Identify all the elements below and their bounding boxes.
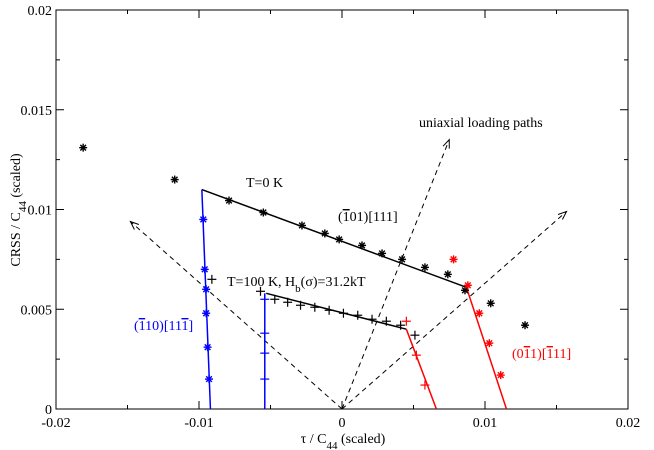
annotation-101-111: (101)[111] xyxy=(338,210,398,225)
plus-marker xyxy=(367,314,377,324)
plus-marker xyxy=(420,380,430,390)
star-marker xyxy=(199,215,208,224)
star-marker xyxy=(335,235,344,244)
star-marker xyxy=(443,270,452,279)
fit-line xyxy=(405,328,438,410)
fit-line xyxy=(266,292,407,330)
annotation-uniaxial-loading-paths: uniaxial loading paths xyxy=(419,116,543,131)
y-tick-label: 0.02 xyxy=(28,4,53,19)
plus-marker xyxy=(260,348,270,358)
x-tick-label: 0.02 xyxy=(616,416,641,431)
star-marker xyxy=(170,175,179,184)
annotation-t100: T=100 K, Hb(σ)=31.2kT xyxy=(227,275,366,295)
loading-path-line xyxy=(341,211,567,410)
loading-path-line xyxy=(130,221,343,410)
plus-marker xyxy=(353,310,363,320)
plus-marker xyxy=(411,350,421,360)
plus-marker xyxy=(410,330,420,340)
star-marker xyxy=(79,143,88,152)
star-marker xyxy=(200,265,209,274)
star-marker xyxy=(378,249,387,258)
star-marker xyxy=(485,339,494,348)
plus-marker xyxy=(324,305,334,315)
star-marker xyxy=(202,285,211,294)
axis-ticks: -0.02 -0.01 0 0.01 0.02 0 0.005 0.01 0.015 0.02 xyxy=(21,4,641,431)
star-marker xyxy=(420,263,429,272)
star-marker xyxy=(358,241,367,250)
star-marker xyxy=(203,343,212,352)
annotation-110-111: (110)[111] xyxy=(134,319,193,334)
data-points xyxy=(79,143,530,390)
fit-line xyxy=(465,287,508,410)
fit-line xyxy=(201,189,212,410)
star-marker xyxy=(202,309,211,318)
loading-path-arrowhead xyxy=(129,220,139,230)
annotation-t0: T=0 K xyxy=(246,176,283,191)
plus-marker xyxy=(207,274,217,284)
plus-marker xyxy=(296,300,306,310)
plus-marker xyxy=(283,297,293,307)
y-tick-label: 0.01 xyxy=(28,204,53,219)
loading-path-line xyxy=(341,139,450,410)
fit-line xyxy=(201,188,467,289)
star-marker xyxy=(460,286,469,295)
y-tick-label: 0.005 xyxy=(21,303,53,318)
star-marker xyxy=(521,321,530,330)
y-tick-label: 0 xyxy=(45,403,52,418)
fit-lines xyxy=(201,188,508,410)
star-marker xyxy=(475,309,484,318)
plus-marker xyxy=(401,316,411,326)
plus-marker xyxy=(255,286,265,296)
plus-marker xyxy=(396,320,406,330)
star-marker xyxy=(205,375,214,384)
plus-marker xyxy=(270,294,280,304)
annotation-011-111: (011)[111] xyxy=(512,347,571,362)
star-marker xyxy=(398,255,407,264)
y-axis-title: CRSS / C44 (scaled) xyxy=(9,153,29,267)
star-marker xyxy=(463,281,472,290)
star-marker xyxy=(259,208,268,217)
plus-marker xyxy=(260,294,270,304)
plus-marker xyxy=(260,328,270,338)
star-marker xyxy=(225,196,234,205)
loading-path-arrowhead xyxy=(557,210,568,220)
loading-path-arrowhead xyxy=(442,138,450,149)
x-axis-title: τ / C44 (scaled) xyxy=(301,432,386,450)
x-tick-label: 0 xyxy=(339,416,346,431)
x-tick-label: -0.02 xyxy=(41,416,70,431)
y-tick-label: 0.015 xyxy=(21,104,53,119)
star-marker xyxy=(449,255,458,264)
plus-marker xyxy=(338,308,348,318)
plus-marker xyxy=(260,374,270,384)
star-marker xyxy=(496,371,505,380)
star-marker xyxy=(297,221,306,230)
plus-marker xyxy=(381,316,391,326)
plus-marker xyxy=(310,302,320,312)
star-marker xyxy=(486,299,495,308)
star-marker xyxy=(320,229,329,238)
x-tick-label: -0.01 xyxy=(184,416,213,431)
loading-paths xyxy=(129,138,568,410)
x-tick-label: 0.01 xyxy=(473,416,498,431)
